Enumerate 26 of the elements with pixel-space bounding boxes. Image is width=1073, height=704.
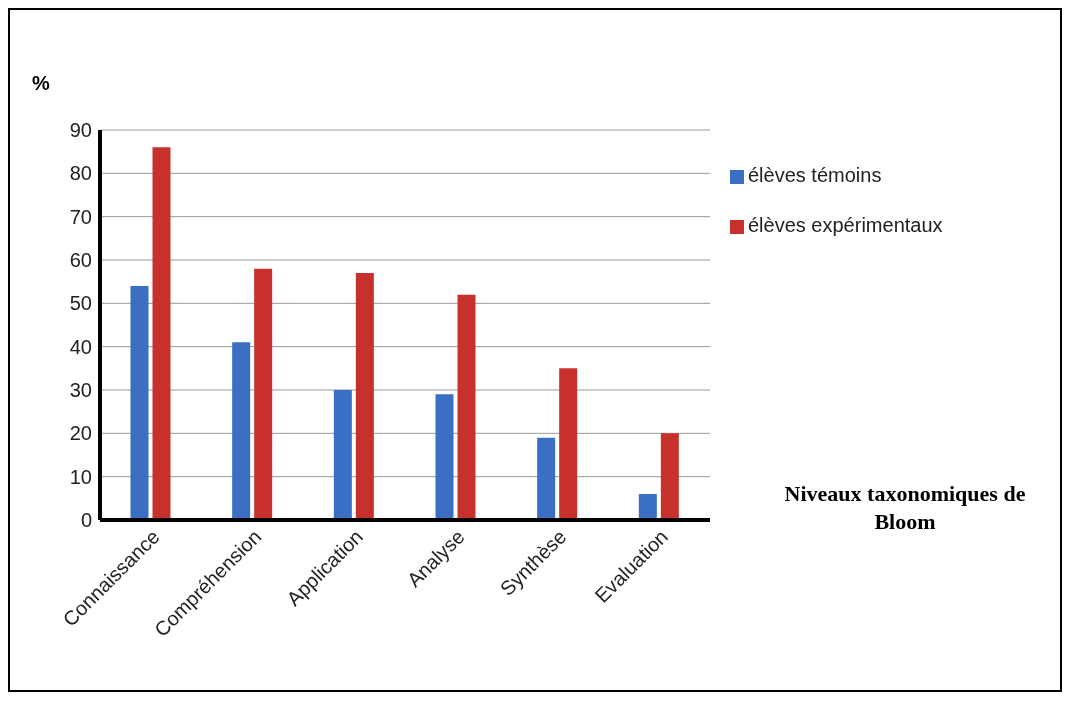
y-tick-label: 40 <box>69 335 92 358</box>
y-tick-label: 50 <box>69 292 92 315</box>
bar <box>638 494 657 520</box>
y-tick-label: 60 <box>69 249 92 272</box>
bar <box>435 394 454 520</box>
bar <box>559 368 578 520</box>
bar <box>537 437 556 520</box>
x-axis-title: Niveaux taxonomiques de Bloom <box>783 480 1027 536</box>
y-tick-label: 80 <box>69 162 92 185</box>
y-tick-label: 10 <box>69 465 92 488</box>
legend-label: élèves expérimentaux <box>748 214 943 236</box>
y-tick-label: 30 <box>69 379 92 402</box>
y-tick-label: 0 <box>80 509 92 532</box>
y-tick-label: 70 <box>69 205 92 228</box>
legend-label: élèves témoins <box>748 164 882 186</box>
y-tick-label: 20 <box>69 422 92 445</box>
bar <box>355 273 374 520</box>
y-axis-title: % <box>32 72 50 95</box>
bar <box>333 390 352 520</box>
bar <box>232 342 251 520</box>
y-tick-label: 90 <box>69 119 92 142</box>
bar <box>254 268 273 520</box>
bar <box>152 147 171 520</box>
bar <box>457 294 476 520</box>
bar <box>130 286 149 520</box>
bar <box>660 433 679 520</box>
